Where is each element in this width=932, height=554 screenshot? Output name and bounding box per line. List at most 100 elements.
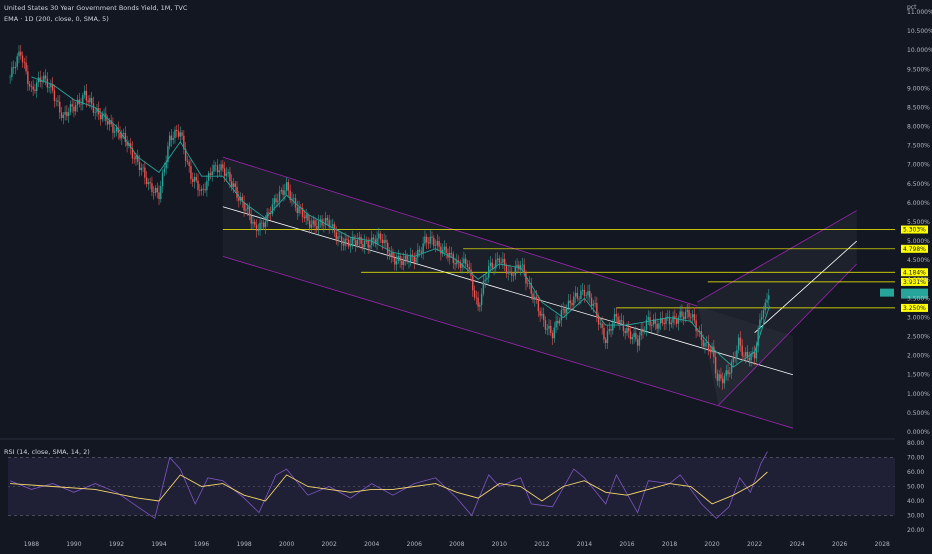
candle-body xyxy=(546,328,548,330)
year-tick-2: 1992 xyxy=(109,541,124,548)
candle-body xyxy=(690,317,692,318)
price-tick-14: 7.000% xyxy=(907,162,930,169)
ema-layer xyxy=(31,76,770,368)
candle-body xyxy=(417,249,419,258)
candle-body xyxy=(441,249,444,254)
level-tag-1 xyxy=(901,244,928,253)
candle-body xyxy=(507,271,509,274)
candle-body xyxy=(18,51,20,57)
candle-body xyxy=(268,212,270,214)
candle-body xyxy=(597,315,600,325)
candle-body xyxy=(608,329,610,332)
candle-body xyxy=(564,308,566,314)
candle-body xyxy=(592,303,595,306)
candle-body xyxy=(672,316,674,323)
year-tick-12: 2012 xyxy=(534,541,549,548)
current-price-tag xyxy=(901,288,928,299)
candle-body xyxy=(656,323,658,329)
candle-body xyxy=(25,62,27,72)
candle-body xyxy=(188,161,190,167)
rsi-band xyxy=(8,457,895,516)
year-tick-1: 1990 xyxy=(66,541,81,548)
descending-channel-fill xyxy=(222,157,793,429)
candle-body xyxy=(573,296,575,306)
candle-body xyxy=(129,143,132,148)
year-tick-5: 1998 xyxy=(236,541,251,548)
candle-body xyxy=(755,346,758,359)
candle-body xyxy=(229,172,231,182)
candle-body xyxy=(768,295,770,300)
candle-body xyxy=(319,219,322,222)
candle-body xyxy=(246,207,249,210)
candle-body xyxy=(46,78,49,88)
candle-body xyxy=(71,104,73,107)
candle-body xyxy=(569,300,571,304)
candle-body xyxy=(479,304,481,307)
rsi-tick-6: 80.00 xyxy=(907,440,924,447)
candle-body xyxy=(349,244,352,247)
candle-body xyxy=(337,236,339,240)
candle-body xyxy=(390,252,392,257)
candle-body xyxy=(190,166,192,180)
trend-line xyxy=(222,206,794,376)
price-tick-15: 7.500% xyxy=(907,143,930,150)
candle-body xyxy=(207,173,210,181)
candle-body xyxy=(658,323,660,329)
candle-body xyxy=(698,330,701,332)
candle-body xyxy=(567,300,570,309)
candle-body xyxy=(433,237,435,246)
candle-body xyxy=(215,165,217,166)
year-tick-20: 2028 xyxy=(875,541,890,548)
level-tag-2 xyxy=(901,268,928,277)
candle-body xyxy=(596,303,598,316)
candle-body xyxy=(264,221,267,228)
candle-body xyxy=(589,291,591,298)
candle-body xyxy=(700,330,703,340)
candle-body xyxy=(51,83,54,91)
candle-body xyxy=(76,99,79,106)
candle-body xyxy=(144,167,146,178)
candle-body xyxy=(498,258,501,263)
candle-body xyxy=(610,329,612,331)
candle-body xyxy=(466,264,469,268)
candle-body xyxy=(739,337,742,346)
candle-body xyxy=(259,222,261,231)
candle-body xyxy=(527,283,529,284)
candle-body xyxy=(328,220,330,228)
candle-body xyxy=(512,275,515,277)
candle-body xyxy=(480,293,483,305)
candle-body xyxy=(730,361,733,373)
candle-body xyxy=(209,173,212,175)
candle-body xyxy=(668,316,671,325)
candle-body xyxy=(415,257,417,263)
year-tick-9: 2006 xyxy=(407,541,422,548)
candle-body xyxy=(615,314,618,317)
candle-body xyxy=(200,188,203,191)
candle-body xyxy=(293,198,295,199)
level-label-3: 3.931% xyxy=(903,279,926,286)
candle-body xyxy=(511,271,513,276)
axes-layer: pct 0.000% 0.500% 1.000% 1.500% 2.000% 2.500% 3… xyxy=(24,4,932,548)
candle-body xyxy=(585,295,587,296)
candle-body xyxy=(622,321,625,331)
candle-body xyxy=(298,207,300,213)
candle-body xyxy=(289,190,291,201)
candle-body xyxy=(96,108,98,113)
candle-body xyxy=(612,322,614,331)
candle-body xyxy=(720,374,722,379)
candle-body xyxy=(27,71,29,85)
price-tick-18: 9.000% xyxy=(907,85,930,92)
price-tick-9: 4.500% xyxy=(907,257,930,264)
chart-title: United States 30 Year Government Bonds Y… xyxy=(4,4,188,12)
candle-body xyxy=(20,51,22,56)
candle-body xyxy=(347,239,350,247)
candle-body xyxy=(206,180,208,191)
candle-body xyxy=(305,214,307,219)
candle-body xyxy=(192,179,194,182)
price-tick-17: 8.500% xyxy=(907,104,930,111)
level-label-2: 4.184% xyxy=(903,269,926,276)
candle-body xyxy=(131,147,134,159)
